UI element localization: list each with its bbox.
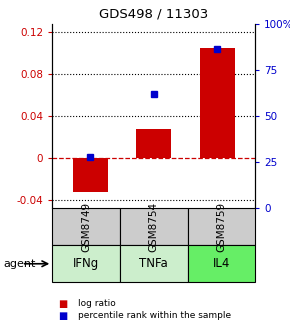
Text: TNFa: TNFa [139,257,168,270]
Bar [73,158,108,192]
Text: agent: agent [3,259,35,269]
Text: ■: ■ [58,299,67,309]
Text: GSM8759: GSM8759 [216,202,226,252]
Bar [200,48,235,158]
Bar [136,128,171,158]
Text: GSM8749: GSM8749 [81,202,91,252]
Text: IL4: IL4 [213,257,230,270]
Bar [120,245,188,282]
Bar [120,208,188,245]
Bar [188,245,255,282]
Text: GSM8754: GSM8754 [149,202,159,252]
Text: log ratio: log ratio [78,299,116,308]
Text: IFNg: IFNg [73,257,99,270]
Bar [52,245,120,282]
Title: GDS498 / 11303: GDS498 / 11303 [99,8,208,21]
Bar [52,208,120,245]
Bar [188,208,255,245]
Text: percentile rank within the sample: percentile rank within the sample [78,311,231,320]
Text: ■: ■ [58,311,67,321]
